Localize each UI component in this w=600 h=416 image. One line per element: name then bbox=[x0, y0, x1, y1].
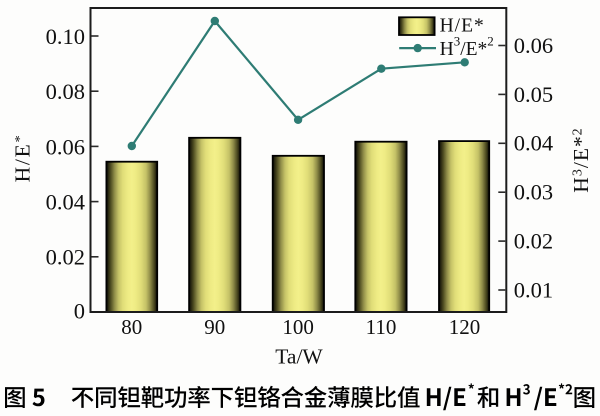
svg-text:0.01: 0.01 bbox=[514, 277, 553, 302]
svg-text:0.02: 0.02 bbox=[514, 229, 553, 254]
svg-text:H/E*: H/E* bbox=[440, 16, 485, 37]
svg-text:90: 90 bbox=[204, 315, 225, 339]
svg-text:0.06: 0.06 bbox=[46, 134, 85, 159]
svg-text:100: 100 bbox=[282, 315, 314, 339]
svg-text:0.05: 0.05 bbox=[514, 82, 553, 107]
svg-text:80: 80 bbox=[121, 315, 142, 339]
svg-text:120: 120 bbox=[449, 315, 481, 339]
svg-text:0.02: 0.02 bbox=[46, 245, 85, 270]
svg-text:H3/E*2: H3/E*2 bbox=[440, 33, 494, 60]
svg-text:0.04: 0.04 bbox=[514, 131, 553, 156]
svg-text:H3/E*2: H3/E*2 bbox=[569, 127, 593, 192]
svg-text:0: 0 bbox=[74, 298, 85, 323]
svg-text:0.08: 0.08 bbox=[46, 79, 85, 104]
svg-text:0.06: 0.06 bbox=[514, 33, 553, 58]
svg-text:0.10: 0.10 bbox=[46, 24, 85, 49]
svg-text:H/E*: H/E* bbox=[11, 134, 35, 183]
svg-text:Ta/W: Ta/W bbox=[275, 345, 323, 369]
svg-text:110: 110 bbox=[366, 315, 397, 339]
svg-text:0.04: 0.04 bbox=[46, 190, 85, 215]
svg-text:0.03: 0.03 bbox=[514, 180, 553, 205]
